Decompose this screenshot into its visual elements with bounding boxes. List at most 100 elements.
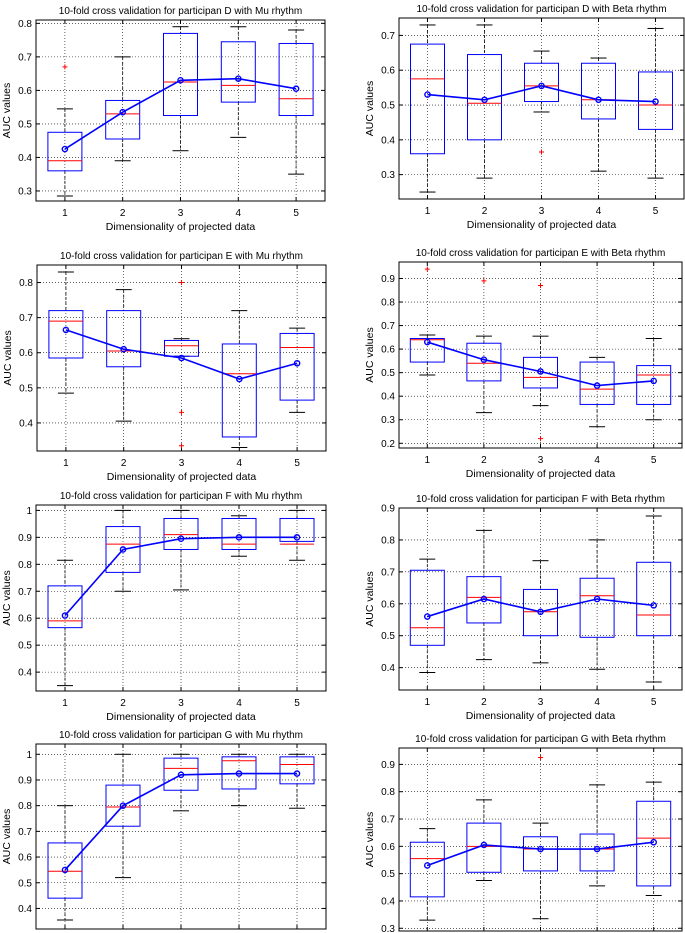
y-tick-label: 0.8 [18, 19, 32, 30]
x-tick-label: 4 [594, 697, 600, 708]
mean-point [538, 82, 545, 90]
mean-point [593, 845, 601, 853]
x-tick-label: 2 [482, 206, 488, 217]
y-tick-label: 0.7 [18, 827, 32, 838]
mean-line [64, 77, 297, 150]
iqr-box [579, 577, 615, 638]
box-1 [410, 24, 445, 193]
y-axis-label: AUC values [364, 571, 376, 626]
iqr-box [579, 361, 615, 405]
y-tick-label: 0.4 [19, 418, 33, 429]
mean-point [481, 96, 488, 104]
y-tick-label: 0.3 [18, 186, 32, 197]
box-4 [221, 515, 257, 557]
x-tick-label: 2 [481, 455, 487, 466]
x-tick-label: 4 [236, 698, 242, 709]
iqr-box [524, 62, 559, 103]
box-3 [523, 755, 558, 920]
mean-point [537, 845, 544, 853]
box-1 [47, 805, 83, 921]
y-tick-label: 0.5 [18, 119, 32, 130]
mean-point [120, 345, 127, 353]
iqr-box [278, 42, 314, 117]
iqr-box [105, 99, 141, 140]
mean-point [177, 77, 184, 84]
mean-point [650, 377, 658, 385]
x-tick-label: 4 [596, 206, 602, 217]
x-tick-label: 3 [178, 208, 184, 219]
iqr-box [636, 561, 672, 637]
y-tick-label: 0.5 [18, 878, 32, 889]
y-tick-label: 0.5 [19, 383, 33, 394]
mean-point [292, 85, 300, 93]
mean-point [424, 91, 431, 98]
box-5 [278, 29, 314, 175]
iqr-box [164, 339, 199, 357]
box-4 [221, 753, 257, 807]
x-tick-label: 5 [651, 697, 657, 708]
box-4 [579, 539, 615, 670]
y-tick-label: 0.8 [19, 278, 33, 289]
y-tick-label: 0.9 [381, 760, 395, 771]
mean-point [423, 862, 431, 869]
iqr-box [409, 841, 445, 898]
mean-point [537, 368, 544, 375]
chart-title: 10-fold cross validation for participan … [59, 730, 303, 741]
mean-point [480, 356, 488, 364]
x-tick-label: 3 [538, 455, 544, 466]
y-tick-label: 0.5 [381, 101, 395, 112]
x-axis-label: Dimensionality of projected data [467, 219, 617, 231]
y-tick-label: 0.3 [381, 924, 395, 933]
y-tick-label: 0.7 [381, 321, 395, 332]
box-5 [279, 327, 315, 413]
x-tick-label: 3 [538, 697, 544, 708]
iqr-box [47, 585, 83, 629]
y-tick-label: 0.6 [18, 86, 32, 97]
x-tick-label: 1 [425, 206, 431, 217]
mean-point [235, 770, 243, 777]
x-tick-label: 1 [63, 458, 69, 469]
y-tick-label: 0.8 [381, 535, 395, 546]
chart-title: 10-fold cross validation for participan … [416, 494, 665, 505]
iqr-box [467, 54, 502, 141]
chart-panel-4: 0.2 0.3 0.4 0.5 0.6 0.7 0.8 0.9 1 2 3 4 5 10-fold cro… [364, 248, 683, 480]
y-tick-label: 0.4 [18, 153, 32, 164]
chart-title: 10-fold cross validation for participan … [415, 734, 666, 745]
iqr-box [523, 356, 558, 389]
y-axis-label: AUC values [364, 327, 376, 382]
iqr-box [220, 41, 256, 103]
box-1 [47, 559, 83, 687]
mean-line [65, 329, 298, 380]
x-axis-label: Dimensionality of projected data [466, 710, 616, 722]
x-tick-label: 2 [121, 458, 127, 469]
mean-line [427, 341, 654, 387]
outlier-marker [538, 755, 543, 761]
chart-title: 10-fold cross validation for participan … [60, 491, 302, 502]
iqr-box [279, 517, 315, 542]
x-tick-label: 5 [651, 455, 657, 466]
y-tick-label: 0.6 [381, 345, 395, 356]
mean-point [119, 802, 127, 809]
mean-point [650, 838, 658, 846]
outlier-marker [539, 149, 544, 155]
mean-point [177, 771, 185, 779]
iqr-box [163, 32, 198, 117]
mean-point [235, 375, 243, 383]
iqr-box [279, 756, 315, 785]
iqr-box [47, 842, 83, 899]
chart-panel-6: 0.4 0.5 0.6 0.7 0.8 0.9 1 2 3 4 5 10-fold cross val… [364, 494, 683, 722]
outlier-marker [481, 278, 487, 284]
box-1 [409, 828, 445, 921]
y-tick-label: 0.9 [18, 775, 32, 786]
box-5 [638, 27, 673, 179]
x-tick-label: 5 [294, 458, 300, 469]
mean-point [234, 75, 242, 82]
iqr-box [410, 43, 445, 155]
chart-panel-2: 0.3 0.4 0.5 0.6 0.7 1 2 3 4 5 10-fold cross valida… [364, 4, 685, 231]
chart-title: 10-fold cross validation for participan … [59, 6, 302, 17]
mean-point [293, 534, 301, 541]
mean-point [61, 145, 69, 153]
box-4 [220, 26, 256, 138]
